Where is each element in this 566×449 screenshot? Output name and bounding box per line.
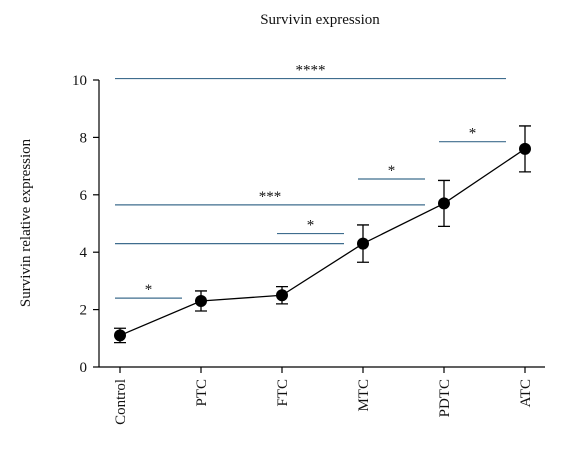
y-axis-label: Survivin relative expression bbox=[18, 138, 34, 307]
data-point bbox=[519, 142, 531, 155]
y-tick-label: 2 bbox=[80, 303, 88, 319]
series-line bbox=[119, 148, 526, 337]
significance-label: * bbox=[388, 163, 396, 179]
data-point bbox=[276, 289, 288, 302]
x-tick-label: PTC bbox=[194, 379, 210, 407]
y-tick-label: 0 bbox=[80, 360, 88, 376]
y-tick-label: 6 bbox=[80, 188, 88, 204]
x-tick-label: Control bbox=[113, 379, 129, 425]
data-point bbox=[114, 329, 126, 342]
significance-label: **** bbox=[296, 63, 326, 79]
data-point bbox=[438, 197, 450, 210]
data-point bbox=[195, 294, 207, 307]
y-tick-label: 10 bbox=[72, 73, 87, 89]
chart-title: Survivin expression bbox=[260, 12, 380, 28]
y-tick-label: 8 bbox=[80, 130, 88, 146]
significance-label: * bbox=[307, 218, 315, 234]
x-tick-label: MTC bbox=[356, 379, 372, 412]
significance-label: * bbox=[469, 126, 477, 142]
x-tick-label: FTC bbox=[275, 379, 291, 407]
x-tick-label: ATC bbox=[518, 379, 534, 407]
significance-label: *** bbox=[259, 189, 282, 205]
data-point bbox=[357, 237, 369, 250]
significance-label: * bbox=[145, 282, 153, 298]
x-tick-label: PDTC bbox=[437, 379, 453, 417]
y-tick-label: 4 bbox=[80, 245, 88, 261]
